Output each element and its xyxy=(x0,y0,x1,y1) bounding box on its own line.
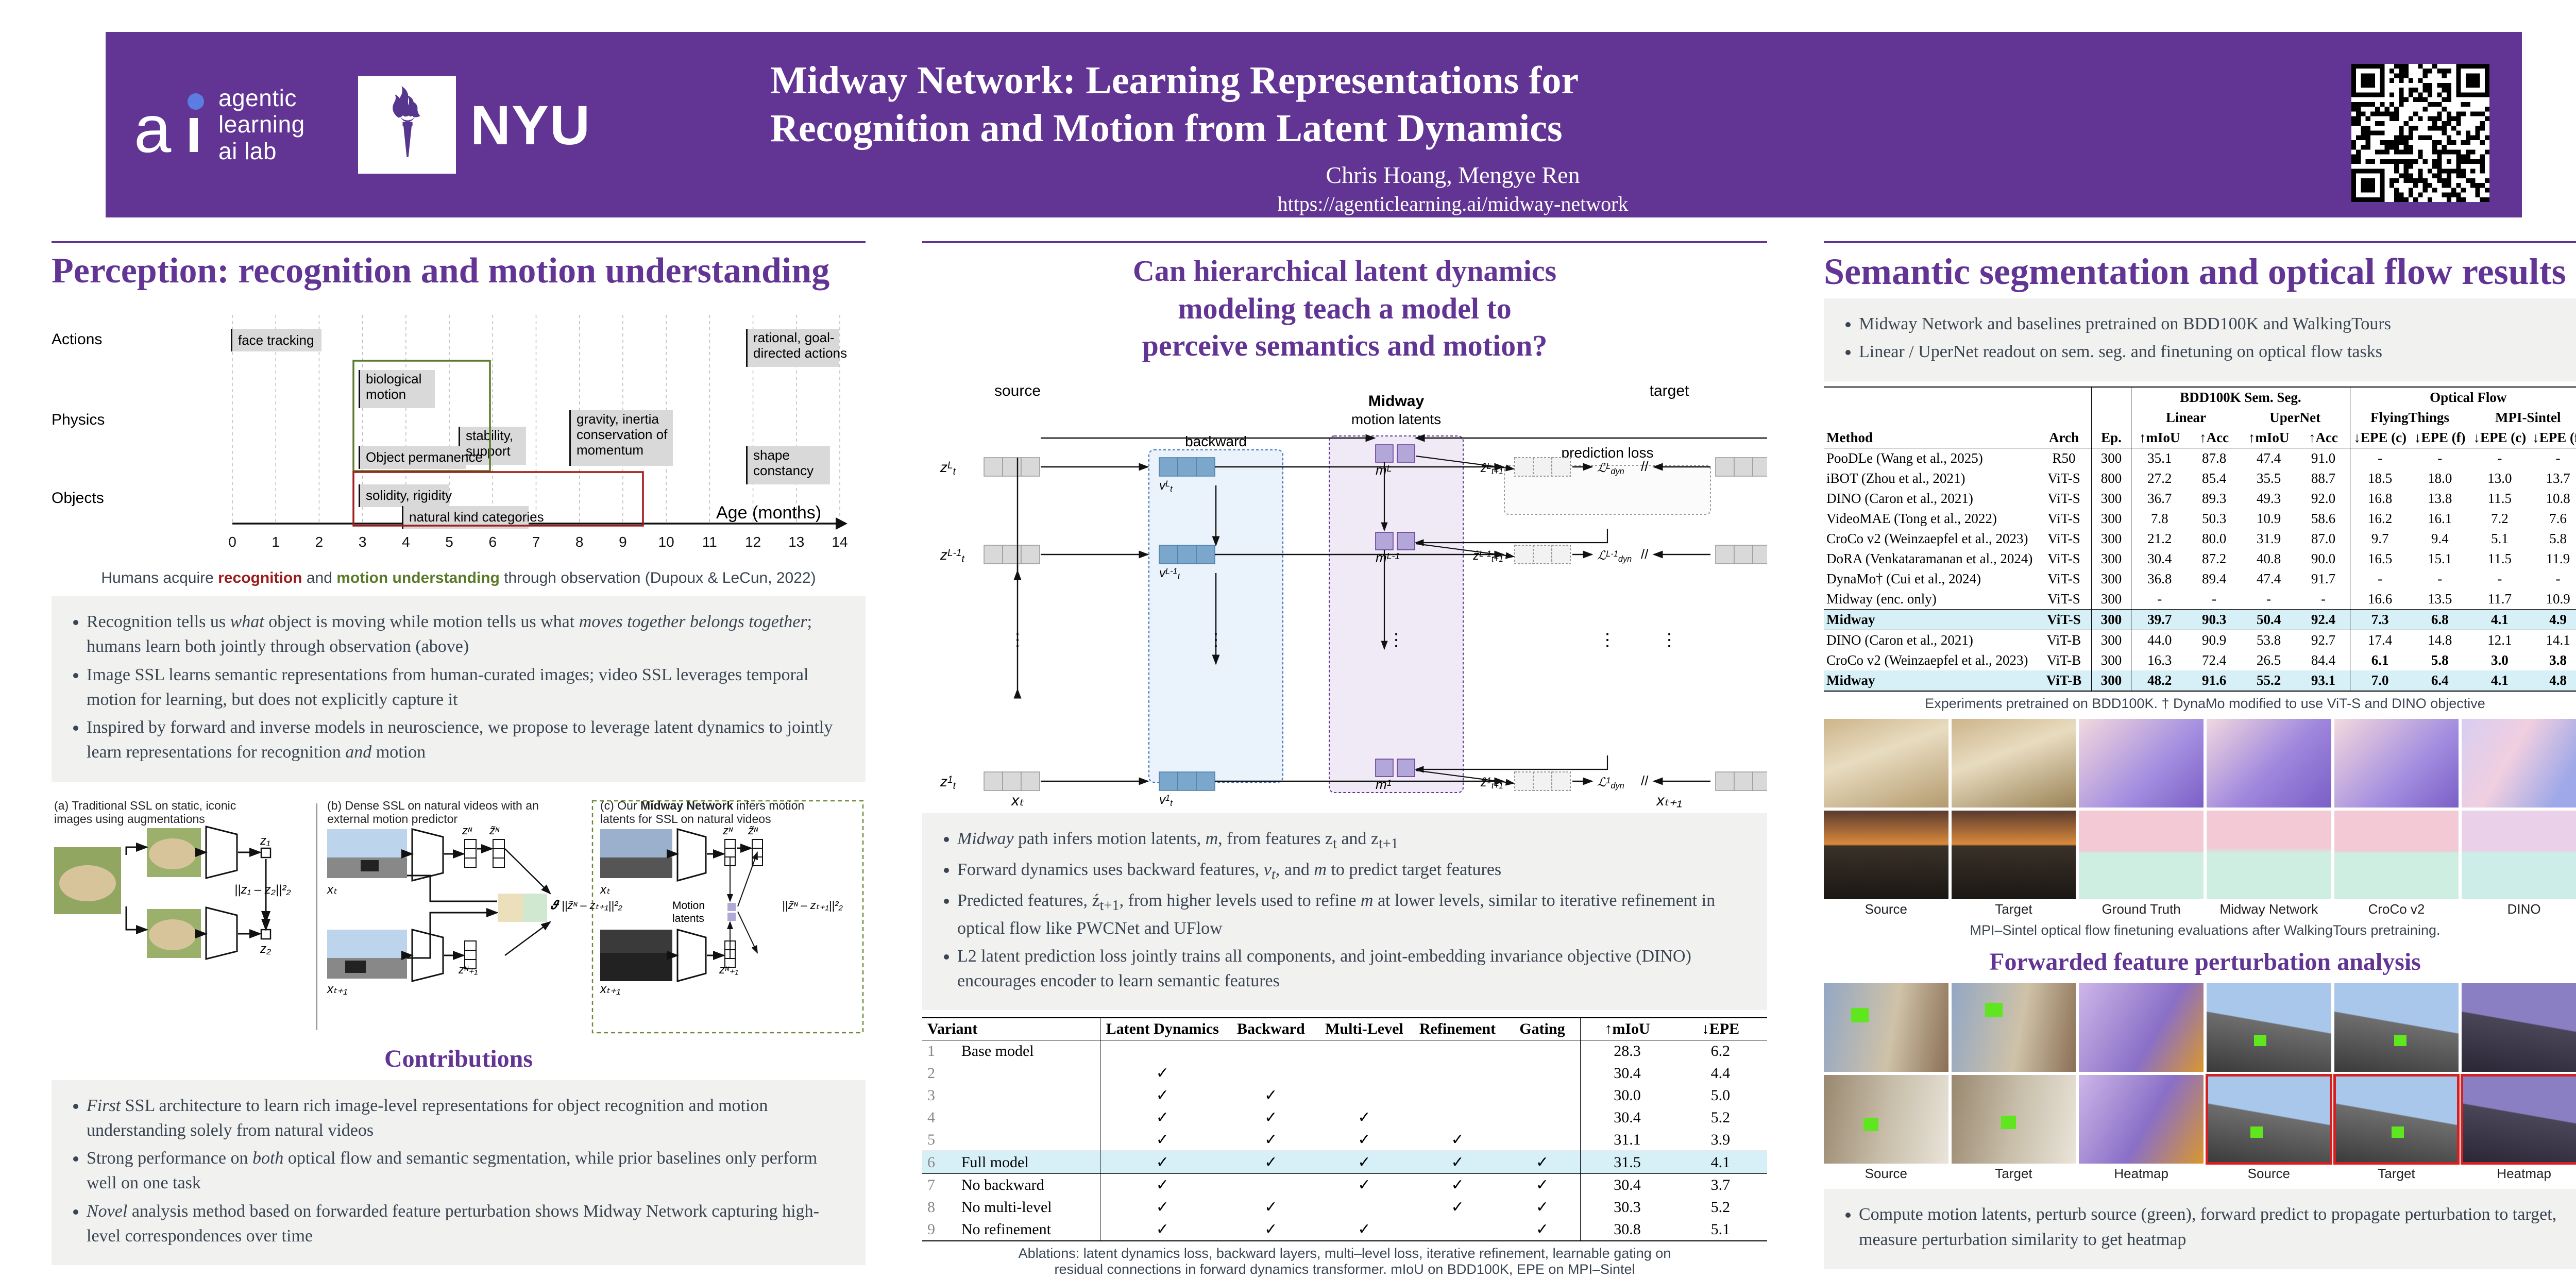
svg-text:zL-1t: zL-1t xyxy=(940,547,965,565)
svg-text:12: 12 xyxy=(745,534,761,550)
svg-text:a: a xyxy=(134,91,172,166)
svg-text://: // xyxy=(1641,773,1649,788)
svg-text:Midway: Midway xyxy=(1368,393,1425,410)
svg-text:2: 2 xyxy=(315,534,324,550)
svg-text:14: 14 xyxy=(832,534,848,550)
svg-text:4: 4 xyxy=(402,534,410,550)
svg-text:⋮: ⋮ xyxy=(1660,630,1678,650)
svg-text:⋮: ⋮ xyxy=(1387,630,1405,650)
svg-text:ℒLdyn: ℒLdyn xyxy=(1597,461,1624,476)
svg-text:ẑ1t+1: ẑ1t+1 xyxy=(1480,776,1503,791)
svg-text:zᶰ: zᶰ xyxy=(722,824,733,837)
svg-text:target: target xyxy=(1650,382,1689,399)
svg-text:motion: motion xyxy=(366,386,406,402)
svg-text:z1t: z1t xyxy=(940,773,956,792)
svg-text://: // xyxy=(1641,459,1649,474)
svg-text:source: source xyxy=(994,382,1041,399)
svg-text:latents for SSL on natural vid: latents for SSL on natural videos xyxy=(600,812,771,826)
svg-text:natural kind categories: natural kind categories xyxy=(409,509,544,525)
svg-text:biological: biological xyxy=(366,371,421,386)
svg-text:shape: shape xyxy=(753,447,790,463)
svg-text:solidity, rigidity: solidity, rigidity xyxy=(366,487,452,503)
svg-text:prediction loss: prediction loss xyxy=(1562,445,1654,461)
svg-text:ẑLt+1: ẑLt+1 xyxy=(1480,461,1503,476)
svg-text:⋮: ⋮ xyxy=(1599,630,1616,650)
svg-text:Object permanence: Object permanence xyxy=(366,449,483,465)
svg-text:backward: backward xyxy=(1185,433,1247,449)
svg-text:z₁: z₁ xyxy=(260,834,270,848)
svg-text:5: 5 xyxy=(445,534,453,550)
svg-text:13: 13 xyxy=(788,534,804,550)
svg-text:(c) Our Midway Network infers: (c) Our Midway Network infers motion xyxy=(600,799,804,812)
svg-text://: // xyxy=(1641,546,1649,562)
svg-text:motion latents: motion latents xyxy=(1351,411,1441,427)
svg-text:xₜ₊₁: xₜ₊₁ xyxy=(1655,792,1682,809)
svg-text:ℒ1dyn: ℒ1dyn xyxy=(1597,776,1624,791)
svg-text:face tracking: face tracking xyxy=(238,332,314,348)
svg-text:momentum: momentum xyxy=(577,442,643,458)
svg-text:gravity, inertia: gravity, inertia xyxy=(577,411,659,427)
svg-text:rational, goal-: rational, goal- xyxy=(753,330,835,345)
svg-text:xₜ: xₜ xyxy=(1010,792,1024,809)
svg-text:xₜ: xₜ xyxy=(327,883,337,897)
svg-text:⋮: ⋮ xyxy=(1207,630,1225,650)
svg-text:10: 10 xyxy=(658,534,674,550)
svg-text:constancy: constancy xyxy=(753,463,814,478)
svg-text:3: 3 xyxy=(359,534,367,550)
svg-text:||z₁ – z₂||²₂: ||z₁ – z₂||²₂ xyxy=(234,883,291,897)
svg-text:zᶰ: zᶰ xyxy=(462,824,472,837)
svg-text:z̃ᶰ: z̃ᶰ xyxy=(489,824,500,837)
svg-text:zᶰ₊₁: zᶰ₊₁ xyxy=(719,963,738,976)
svg-text:1: 1 xyxy=(272,534,280,550)
svg-text:xₜ: xₜ xyxy=(600,883,611,897)
svg-text:latents: latents xyxy=(672,913,704,924)
svg-text:(b) Dense SSL on natural video: (b) Dense SSL on natural videos with an xyxy=(327,799,539,812)
svg-text:ẑL-1t+1: ẑL-1t+1 xyxy=(1472,549,1503,564)
svg-text:11: 11 xyxy=(702,534,717,550)
svg-text:9: 9 xyxy=(619,534,627,550)
svg-text:6: 6 xyxy=(488,534,497,550)
svg-text:||z̃ᶰ – zₜ₊₁||²₂: ||z̃ᶰ – zₜ₊₁||²₂ xyxy=(562,899,622,912)
svg-text:ℒL-1dyn: ℒL-1dyn xyxy=(1597,549,1632,564)
svg-text:z̃ᶰ: z̃ᶰ xyxy=(748,824,758,837)
svg-text:8: 8 xyxy=(575,534,584,550)
svg-text:z₂: z₂ xyxy=(260,942,271,956)
svg-text:7: 7 xyxy=(532,534,540,550)
svg-text:⋮: ⋮ xyxy=(1009,630,1026,650)
svg-text:zᶰ₊₁: zᶰ₊₁ xyxy=(458,963,478,976)
svg-text:xₜ₊₁: xₜ₊₁ xyxy=(327,982,347,996)
svg-text:Motion: Motion xyxy=(672,900,705,912)
svg-text:||z̃ᶰ – zₜ₊₁||²₂: ||z̃ᶰ – zₜ₊₁||²₂ xyxy=(782,899,843,912)
svg-text:(a) Traditional SSL on static,: (a) Traditional SSL on static, iconic xyxy=(54,799,236,812)
svg-text:conservation of: conservation of xyxy=(577,427,668,442)
svg-text:0: 0 xyxy=(228,534,236,550)
svg-text:Age (months): Age (months) xyxy=(716,503,821,523)
svg-text:Physics: Physics xyxy=(52,411,105,428)
svg-text:Objects: Objects xyxy=(52,490,104,507)
svg-text:directed actions: directed actions xyxy=(753,345,847,361)
svg-text:zLt: zLt xyxy=(940,459,956,477)
svg-text:external motion predictor: external motion predictor xyxy=(327,812,457,826)
svg-text:v1t: v1t xyxy=(1159,793,1173,808)
svg-text:xₜ₊₁: xₜ₊₁ xyxy=(600,982,620,996)
svg-text:𝝑: 𝝑 xyxy=(550,898,560,912)
svg-text:Actions: Actions xyxy=(52,331,102,348)
svg-text:images using augmentations: images using augmentations xyxy=(54,812,205,826)
